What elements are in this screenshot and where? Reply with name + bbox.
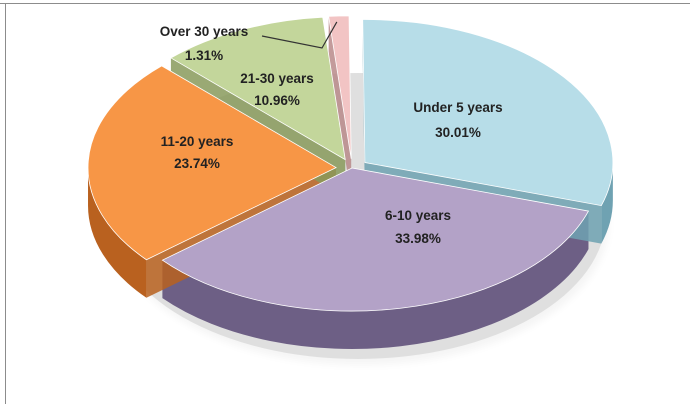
frame-left-border bbox=[5, 3, 6, 404]
slice-over-30-years bbox=[328, 15, 352, 159]
slice-edge-over-30-years bbox=[328, 16, 352, 197]
label-category-11-20-years: 11-20 years bbox=[161, 134, 234, 149]
label-value-11-20-years: 23.74% bbox=[174, 156, 220, 171]
slice-6-10-years bbox=[161, 167, 590, 312]
label-value-6-10-years: 33.98% bbox=[395, 231, 441, 246]
label-value-over-30-years: 1.31% bbox=[185, 48, 223, 63]
pie-tops bbox=[87, 15, 614, 312]
label-category-6-10-years: 6-10 years bbox=[385, 208, 451, 223]
label-category-over-30-years: Over 30 years bbox=[160, 24, 249, 39]
slice-side-11-20-years bbox=[88, 167, 147, 298]
slice-11-20-years bbox=[87, 65, 337, 261]
leader-line-over-30-years bbox=[261, 21, 338, 49]
label-category-21-30-years: 21-30 years bbox=[240, 71, 314, 86]
frame-top-border bbox=[0, 3, 690, 4]
slice-21-30-years bbox=[170, 16, 346, 161]
label-value-21-30-years: 10.96% bbox=[254, 93, 300, 108]
slice-side-under-5-years bbox=[601, 162, 613, 244]
slice-side-6-10-years bbox=[162, 211, 589, 349]
slice-under-5-years bbox=[362, 19, 614, 207]
label-category-under-5-years: Under 5 years bbox=[413, 100, 502, 115]
pie-labels: Under 5 years 30.01% 6-10 years 33.98% 11-20… bbox=[160, 21, 503, 246]
label-value-under-5-years: 30.01% bbox=[435, 125, 481, 140]
